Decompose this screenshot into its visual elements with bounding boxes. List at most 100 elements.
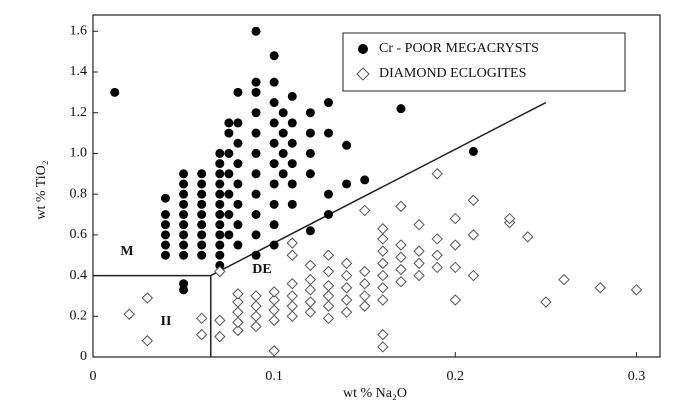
point bbox=[197, 250, 207, 260]
legend-label: Cr - POOR MEGACRYSTS bbox=[379, 41, 539, 56]
point bbox=[377, 233, 389, 245]
point bbox=[224, 148, 234, 158]
point bbox=[215, 210, 225, 219]
point bbox=[304, 306, 317, 318]
point bbox=[323, 189, 333, 199]
point bbox=[123, 308, 135, 320]
y-axis-label: wt % TiO₂ bbox=[34, 160, 49, 219]
point bbox=[250, 290, 262, 302]
point bbox=[269, 77, 279, 87]
point bbox=[359, 278, 371, 290]
x-tick-label: 0.3 bbox=[628, 369, 646, 384]
point bbox=[304, 296, 317, 308]
point bbox=[323, 98, 333, 108]
point bbox=[232, 288, 244, 300]
point bbox=[359, 204, 371, 217]
point bbox=[197, 179, 207, 189]
point bbox=[305, 169, 315, 179]
point bbox=[233, 199, 243, 209]
y-tick-label: 0.4 bbox=[70, 268, 88, 283]
point bbox=[467, 229, 480, 241]
point bbox=[449, 261, 462, 274]
point bbox=[233, 240, 243, 250]
point bbox=[214, 265, 226, 278]
y-tick-label: 0.8 bbox=[70, 186, 88, 201]
point bbox=[215, 230, 225, 240]
point bbox=[160, 193, 170, 203]
point bbox=[268, 304, 280, 316]
point bbox=[286, 237, 298, 249]
point bbox=[197, 169, 207, 179]
point bbox=[340, 257, 353, 270]
point bbox=[377, 294, 389, 306]
point bbox=[250, 320, 262, 333]
point bbox=[215, 148, 225, 158]
point bbox=[359, 300, 371, 312]
legend-marker bbox=[356, 67, 370, 81]
point bbox=[251, 77, 261, 87]
point bbox=[322, 300, 335, 312]
point bbox=[233, 118, 243, 128]
point bbox=[630, 284, 643, 296]
point bbox=[413, 218, 425, 231]
point bbox=[251, 148, 261, 158]
point bbox=[278, 169, 288, 179]
x-tick-label: 0.1 bbox=[265, 369, 283, 384]
point bbox=[431, 261, 443, 274]
point bbox=[179, 230, 189, 240]
point bbox=[195, 328, 208, 341]
point bbox=[233, 87, 243, 97]
point bbox=[251, 169, 261, 179]
point bbox=[251, 87, 261, 97]
point bbox=[287, 199, 297, 209]
point bbox=[377, 269, 389, 282]
point bbox=[215, 159, 225, 169]
point bbox=[141, 292, 154, 304]
point bbox=[395, 263, 407, 276]
y-tick-label: 0.6 bbox=[70, 227, 88, 242]
point bbox=[232, 324, 244, 337]
point bbox=[250, 300, 262, 312]
point bbox=[322, 265, 335, 278]
point bbox=[232, 316, 244, 329]
point bbox=[287, 159, 297, 169]
point bbox=[413, 257, 425, 270]
point bbox=[468, 146, 478, 156]
point bbox=[160, 210, 170, 219]
region-label: II bbox=[161, 314, 172, 329]
y-tick-label: 1.0 bbox=[70, 146, 88, 161]
point bbox=[503, 212, 516, 225]
point bbox=[269, 138, 279, 148]
point bbox=[179, 179, 189, 189]
point bbox=[214, 330, 226, 343]
point bbox=[287, 138, 297, 148]
point bbox=[287, 118, 297, 128]
point bbox=[197, 210, 207, 219]
point bbox=[304, 273, 317, 286]
x-axis-label: wt % Na₂O bbox=[343, 386, 407, 401]
point bbox=[160, 220, 170, 230]
point bbox=[287, 179, 297, 189]
boundary-line bbox=[210, 101, 547, 277]
point bbox=[305, 128, 315, 138]
point bbox=[286, 290, 298, 302]
point bbox=[305, 148, 315, 158]
point bbox=[340, 282, 353, 294]
point bbox=[278, 128, 288, 138]
point bbox=[160, 230, 170, 240]
point bbox=[269, 159, 279, 169]
point bbox=[215, 240, 225, 250]
point bbox=[197, 240, 207, 250]
point bbox=[269, 199, 279, 209]
y-tick-label: 1.4 bbox=[70, 64, 88, 79]
point bbox=[340, 294, 353, 306]
point bbox=[286, 300, 298, 312]
point bbox=[467, 194, 480, 206]
point bbox=[286, 278, 298, 290]
point bbox=[268, 286, 280, 298]
point bbox=[251, 108, 261, 118]
point bbox=[224, 128, 234, 138]
point bbox=[286, 249, 298, 261]
point bbox=[214, 314, 226, 327]
